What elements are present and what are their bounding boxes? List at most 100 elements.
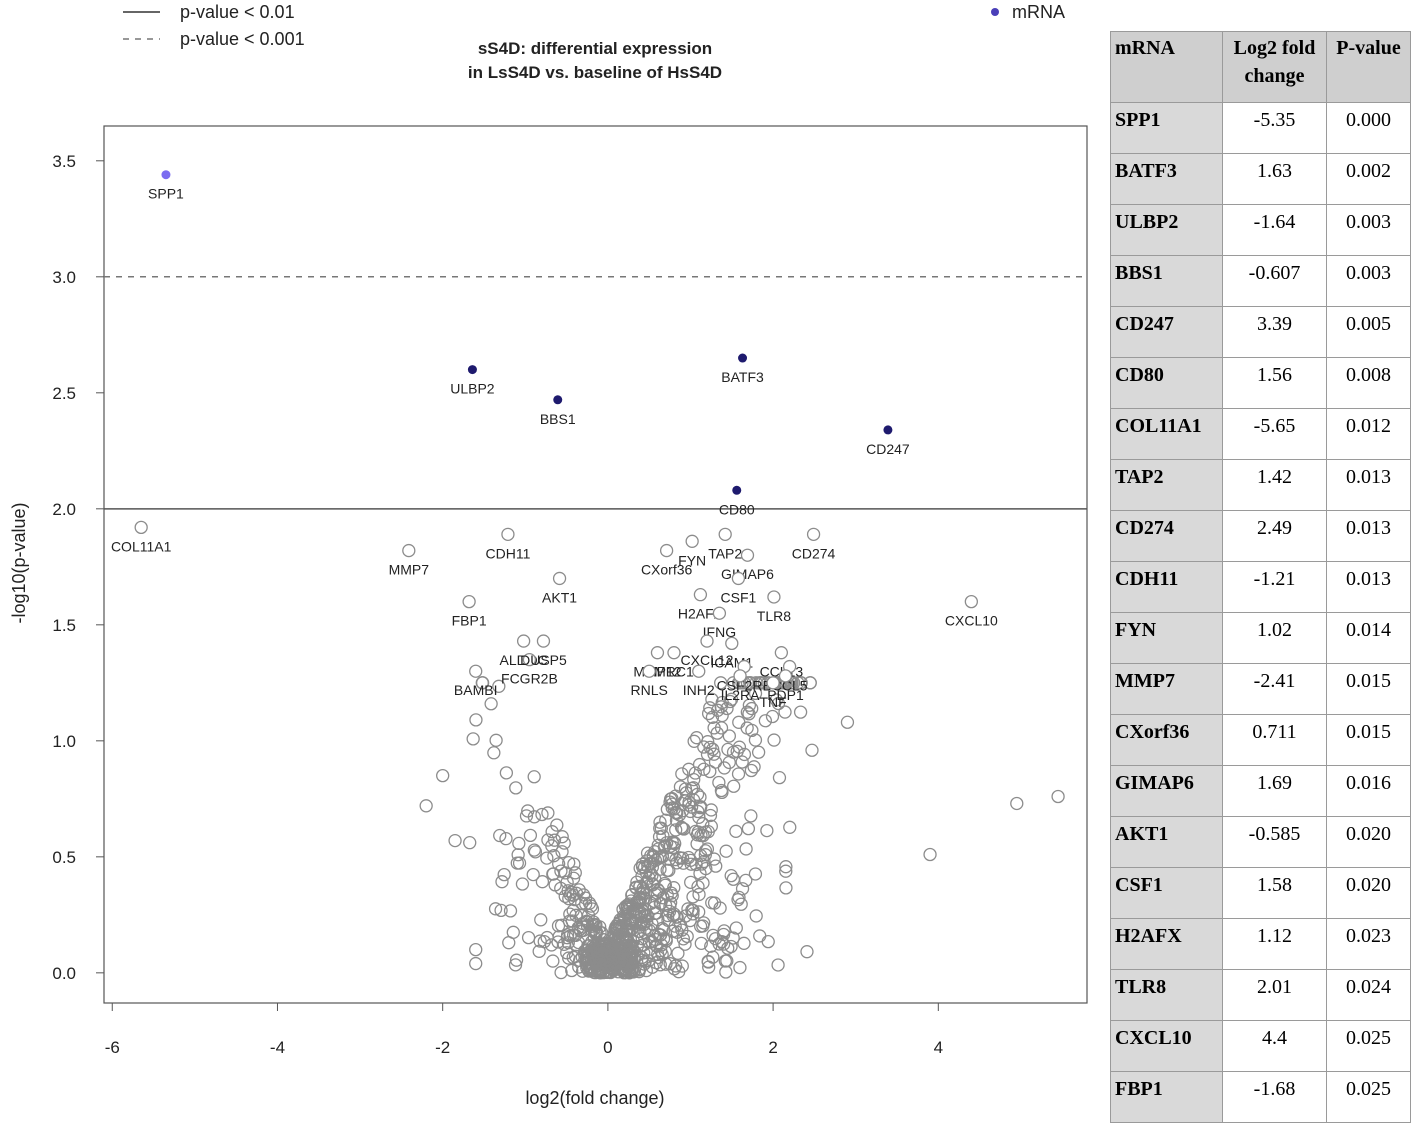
background-point: [653, 815, 667, 829]
background-point: [765, 709, 780, 724]
labeled-point: [718, 527, 732, 541]
table-cell-pvalue: 0.016: [1326, 765, 1411, 817]
table-header-log2fc: Log2 fold change: [1222, 31, 1327, 103]
threshold-lines: [104, 276, 1087, 510]
x-tick-label: 4: [934, 1038, 943, 1057]
background-point: [760, 823, 774, 838]
background-point: [466, 732, 480, 746]
plot-frame: [103, 125, 1088, 1004]
background-point: [705, 896, 719, 910]
background-point: [499, 832, 513, 846]
gene-label: GIMAP6: [721, 566, 774, 582]
table-cell-gene: H2AFX: [1110, 918, 1223, 970]
table-cell-log2fc: -2.41: [1222, 663, 1327, 715]
table-cell-log2fc: -5.35: [1222, 102, 1327, 154]
background-point: [526, 867, 540, 882]
table-cell-gene: MMP7: [1110, 663, 1223, 715]
labeled-point: [469, 664, 483, 678]
background-point: [923, 847, 937, 862]
labeled-point: [522, 652, 537, 667]
background-point: [715, 785, 729, 800]
chart-title-line-2: in LsS4D vs. baseline of HsS4D: [468, 63, 722, 82]
labeled-point: [692, 664, 706, 678]
table-cell-gene: FBP1: [1110, 1071, 1223, 1123]
background-point: [665, 801, 679, 815]
background-point: [640, 846, 655, 860]
background-point: [511, 848, 525, 862]
background-point: [714, 721, 729, 735]
background-point: [625, 917, 640, 931]
background-point: [701, 954, 715, 969]
background-point: [675, 804, 690, 818]
gene-label: DUSP5: [520, 652, 567, 668]
labeled-points: COL11A1MMP7CDH11FBP1AKT1ALDOCFCGR2BDUSP5…: [111, 520, 998, 710]
x-tick-label: -4: [270, 1038, 285, 1057]
background-point: [609, 923, 623, 938]
table-cell-log2fc: -5.65: [1222, 408, 1327, 460]
table-row: COL11A1 -5.65 0.012: [1110, 408, 1411, 460]
background-point: [535, 875, 550, 889]
labeled-point: [731, 571, 746, 586]
background-point: [469, 942, 483, 957]
background-point: [547, 849, 561, 863]
background-point: [552, 857, 566, 871]
background-point: [706, 950, 720, 964]
background-point: [620, 904, 635, 919]
background-point: [692, 757, 707, 772]
labeled-point: [712, 606, 727, 620]
table-cell-log2fc: 1.63: [1222, 153, 1327, 205]
background-point: [733, 960, 747, 975]
background-point: [565, 963, 579, 978]
background-point: [499, 766, 514, 780]
table-cell-log2fc: -1.68: [1222, 1071, 1327, 1123]
background-point: [706, 742, 720, 756]
table-cell-gene: CD247: [1110, 306, 1223, 358]
labeled-point: [134, 520, 148, 535]
background-point: [492, 679, 506, 693]
background-point: [558, 866, 573, 880]
significant-point: [738, 353, 748, 363]
background-point: [726, 872, 741, 886]
background-point: [732, 715, 746, 729]
gene-label: TLR8: [757, 608, 791, 624]
significant-gene-label: BATF3: [721, 369, 764, 385]
legend-mrna-label: mRNA: [1012, 2, 1065, 22]
table-cell-pvalue: 0.014: [1326, 612, 1411, 664]
table-cell-gene: AKT1: [1110, 816, 1223, 868]
labeled-point: [642, 664, 656, 678]
labeled-point: [700, 634, 714, 648]
y-tick-label: 3.0: [52, 268, 76, 287]
background-point: [666, 840, 681, 854]
chart-title-line-1: sS4D: differential expression: [478, 39, 712, 58]
background-point: [737, 936, 751, 950]
gene-label: IL2RA: [721, 687, 761, 703]
background-point: [613, 915, 627, 929]
background-point: [634, 909, 648, 924]
background-point: [724, 939, 738, 954]
background-point: [624, 923, 638, 937]
significant-point: [161, 170, 171, 180]
background-point: [651, 947, 665, 962]
table-cell-gene: CD80: [1110, 357, 1223, 409]
table-cell-gene: TAP2: [1110, 459, 1223, 511]
background-point: [694, 936, 708, 951]
background-point: [673, 780, 688, 794]
background-point: [692, 810, 706, 824]
table-cell-pvalue: 0.025: [1326, 1071, 1411, 1123]
background-point: [633, 924, 647, 939]
gene-label: BAMBI: [454, 682, 498, 698]
background-point: [800, 945, 814, 959]
significant-point: [883, 425, 893, 435]
table-cell-log2fc: 4.4: [1222, 1020, 1327, 1072]
background-point: [535, 807, 549, 822]
background-point: [747, 760, 761, 774]
gene-label: CSF1: [721, 589, 757, 605]
background-point: [667, 835, 681, 850]
background-point: [696, 817, 710, 831]
table-cell-pvalue: 0.003: [1326, 204, 1411, 256]
table-cell-log2fc: -0.607: [1222, 255, 1327, 307]
significant-gene-label: SPP1: [148, 186, 184, 202]
background-point: [639, 921, 653, 935]
background-point: [554, 965, 568, 980]
background-point: [487, 746, 501, 760]
